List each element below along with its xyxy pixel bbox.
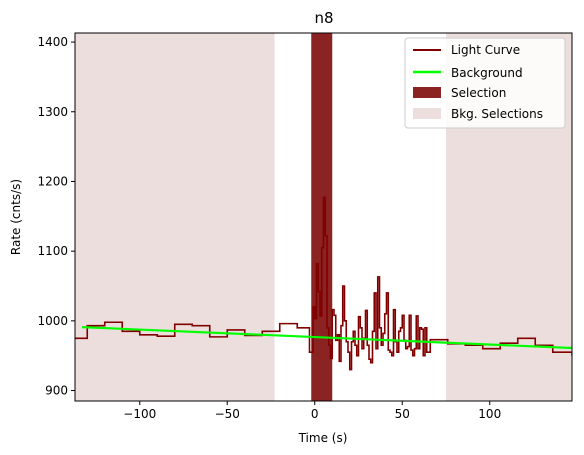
plot-area: −100 −50 0 50 100 900 1000 1100 1200 1300 1400 xyxy=(37,32,573,421)
bkg-selection-region-0 xyxy=(75,33,275,401)
chart-title: n8 xyxy=(314,9,333,27)
legend-label-light-curve: Light Curve xyxy=(451,43,520,57)
x-tick-label: −50 xyxy=(215,407,240,421)
x-tick-label: 100 xyxy=(478,407,501,421)
x-axis-ticks: −100 −50 0 50 100 xyxy=(123,401,501,421)
series-background xyxy=(81,326,572,350)
x-axis-label: Time (s) xyxy=(298,431,348,445)
y-tick-label: 1300 xyxy=(37,105,68,119)
x-tick-label: −100 xyxy=(123,407,156,421)
y-tick-label: 1000 xyxy=(37,314,68,328)
legend-label-selection: Selection xyxy=(451,86,506,100)
y-tick-label: 1100 xyxy=(37,244,68,258)
y-tick-label: 1200 xyxy=(37,174,68,188)
y-axis-ticks: 900 1000 1100 1200 1300 1400 xyxy=(37,35,75,398)
x-tick-label: 0 xyxy=(311,407,319,421)
legend: Light Curve Background Selection Bkg. Se… xyxy=(404,37,566,129)
legend-swatch-bkg-selections xyxy=(413,108,441,119)
series-layer xyxy=(75,196,572,371)
y-tick-label: 1400 xyxy=(37,35,68,49)
legend-label-background: Background xyxy=(451,66,523,80)
legend-box xyxy=(404,37,566,129)
y-tick-label: 900 xyxy=(45,384,68,398)
x-tick-label: 50 xyxy=(395,407,410,421)
legend-swatch-selection xyxy=(413,87,441,98)
legend-label-bkg-selections: Bkg. Selections xyxy=(451,107,543,121)
y-axis-label: Rate (cnts/s) xyxy=(9,179,23,255)
axes-frame xyxy=(74,32,573,402)
